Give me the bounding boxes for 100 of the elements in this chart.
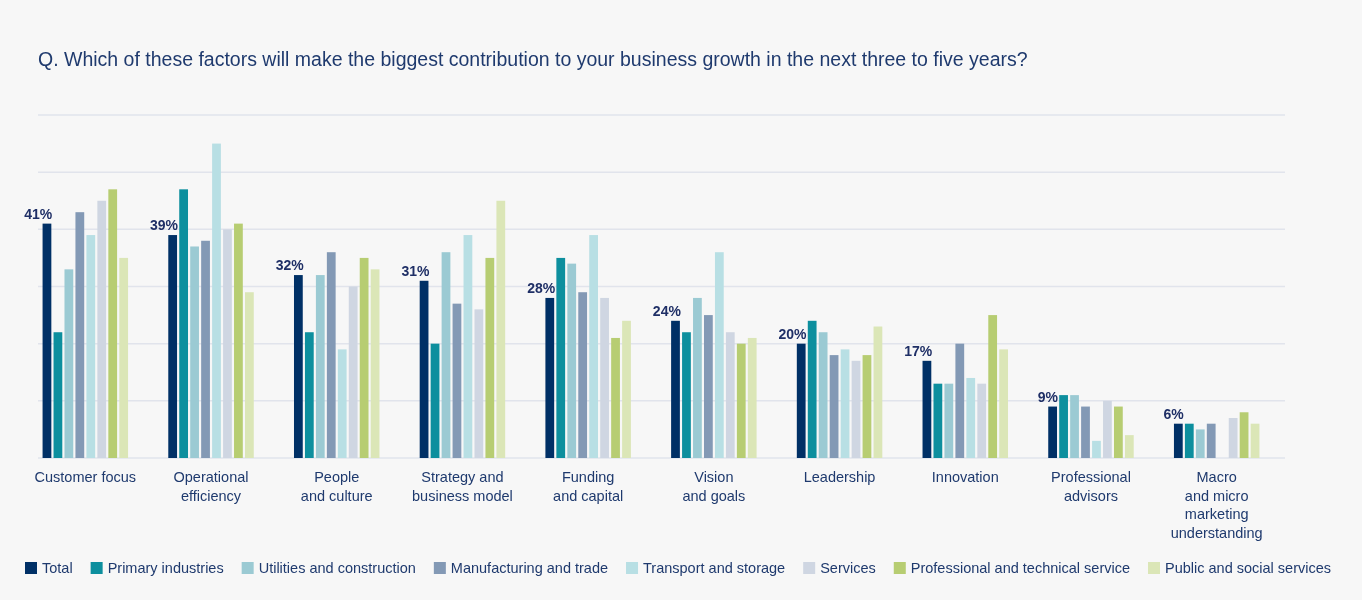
bar — [1059, 395, 1068, 458]
bar — [1081, 406, 1090, 458]
bar — [922, 360, 932, 458]
bar — [234, 223, 243, 458]
bar — [86, 235, 96, 458]
data-label: 24% — [652, 302, 682, 319]
bar — [725, 332, 735, 458]
bar — [1113, 406, 1123, 458]
bar — [337, 349, 347, 458]
bar — [747, 337, 757, 458]
bar — [370, 269, 380, 458]
bar — [1124, 435, 1134, 458]
data-label: 28% — [527, 279, 556, 296]
legend-label: Utilities and construction — [258, 560, 416, 576]
bar — [988, 315, 998, 458]
bar — [578, 292, 588, 458]
bar — [796, 343, 806, 458]
x-tick-label: Innovation — [931, 469, 999, 485]
x-tick-label: Leadership — [803, 469, 876, 485]
bar — [1195, 429, 1205, 458]
x-tick-label: Strategy and business model — [412, 469, 513, 504]
legend-label: Manufacturing and trade — [450, 560, 609, 576]
bar — [567, 263, 577, 458]
bar — [119, 257, 129, 458]
bar — [315, 275, 325, 458]
legend-label: Professional and technical service — [910, 560, 1131, 576]
legend-label: Primary industries — [107, 560, 224, 576]
bar — [463, 235, 473, 458]
bar — [1070, 395, 1079, 458]
bar — [190, 246, 199, 458]
data-label: 9% — [1037, 388, 1059, 405]
bar — [1048, 406, 1058, 458]
x-tick-label: Customer focus — [34, 469, 137, 485]
bar — [474, 309, 484, 458]
data-label: 32% — [275, 257, 305, 274]
bar — [999, 349, 1009, 458]
data-label: 6% — [1163, 405, 1185, 422]
bar — [545, 297, 555, 458]
bar — [966, 377, 976, 458]
bar — [829, 355, 839, 458]
bar — [818, 332, 828, 458]
bar — [359, 257, 369, 458]
bar — [108, 189, 118, 458]
x-tick-label: Operational efficiency — [173, 469, 249, 504]
bar — [223, 229, 232, 458]
bar — [1228, 417, 1238, 458]
bar — [622, 320, 631, 458]
chart-title: Q. Which of these factors will make the biggest contribution to your business growth in the next three to five years? — [38, 48, 1028, 70]
bar — [1250, 423, 1260, 458]
bar — [600, 297, 609, 458]
x-tick-label: Professional advisors — [1051, 469, 1131, 504]
bar — [873, 326, 883, 458]
bar — [1103, 400, 1112, 458]
bar — [201, 240, 210, 458]
bar — [485, 257, 495, 458]
legend-label: Services — [820, 560, 876, 576]
bar — [53, 332, 63, 458]
bar — [212, 143, 221, 458]
bar — [556, 257, 566, 458]
bar — [714, 252, 724, 458]
data-label: 31% — [401, 262, 430, 279]
bar — [955, 343, 965, 458]
bar — [75, 212, 85, 458]
legend-label: Transport and storage — [643, 560, 786, 576]
bar — [840, 349, 850, 458]
bar — [1184, 423, 1194, 458]
data-label: 41% — [24, 205, 53, 222]
x-tick-label: People and culture — [300, 469, 373, 504]
bar — [430, 343, 440, 458]
data-label: 17% — [904, 342, 933, 359]
data-label: 39% — [150, 217, 179, 234]
bar — [168, 235, 178, 458]
bar — [441, 252, 451, 458]
x-tick-label: Vision and goals — [682, 469, 746, 504]
bar — [682, 332, 691, 458]
bar — [293, 275, 303, 458]
bar — [693, 297, 702, 458]
bar — [807, 320, 817, 458]
bar — [1092, 440, 1101, 458]
bar — [179, 189, 189, 458]
x-tick-label: Funding and capital — [553, 469, 624, 504]
bar — [496, 200, 506, 458]
bar — [736, 343, 746, 458]
x-tick-label: Macro and micro marketing understanding — [1170, 469, 1263, 541]
bar — [703, 315, 713, 458]
bar — [97, 200, 107, 458]
bar — [452, 303, 462, 458]
bar — [326, 252, 336, 458]
bar — [42, 223, 52, 458]
bar — [944, 383, 954, 458]
data-label: 20% — [778, 325, 808, 342]
bar — [1206, 423, 1216, 458]
bar — [419, 280, 429, 458]
legend-label: Public and social services — [1165, 560, 1332, 576]
bar — [851, 360, 861, 458]
bar — [64, 269, 74, 458]
bar — [671, 320, 680, 458]
bar — [862, 355, 872, 458]
bar — [348, 286, 358, 458]
bar — [1239, 412, 1249, 458]
